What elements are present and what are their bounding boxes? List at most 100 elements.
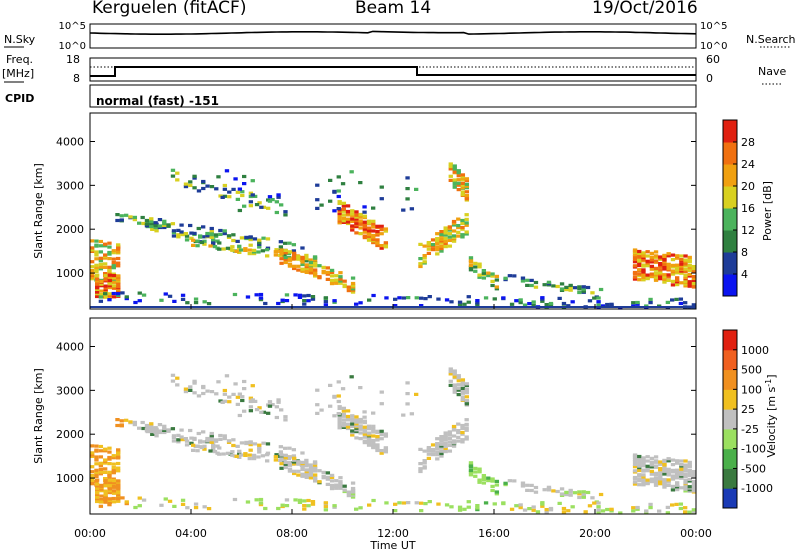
power-cell bbox=[345, 204, 351, 208]
velocity-cell bbox=[641, 462, 646, 467]
velocity-cell bbox=[464, 399, 470, 403]
power-cell bbox=[221, 247, 226, 251]
nave-tick-bottom: 0 bbox=[706, 72, 713, 85]
velocity-cell bbox=[132, 423, 138, 427]
power-cell bbox=[208, 244, 213, 248]
power-cell bbox=[209, 233, 214, 237]
velocity-cell bbox=[447, 440, 453, 444]
velocity-cell bbox=[328, 383, 333, 387]
power-cell bbox=[149, 224, 154, 229]
power-cell bbox=[332, 189, 337, 193]
velocity-cell bbox=[279, 408, 284, 412]
velocity-cell bbox=[645, 478, 650, 482]
velocity-cell bbox=[162, 424, 167, 428]
power-cell bbox=[514, 299, 519, 303]
velocity-cell bbox=[90, 470, 95, 474]
velocity-cell bbox=[473, 466, 478, 470]
velocity-cell bbox=[637, 460, 642, 464]
velocity-cell bbox=[90, 478, 95, 482]
velocity-cell bbox=[304, 458, 309, 462]
power-cell bbox=[336, 189, 341, 193]
velocity-cell bbox=[379, 437, 384, 441]
power-cell bbox=[222, 194, 228, 198]
velocity-cell bbox=[329, 475, 335, 479]
power-cell bbox=[405, 187, 410, 191]
power-cell bbox=[191, 238, 196, 242]
power-cell bbox=[691, 276, 697, 280]
velocity-cell bbox=[507, 479, 513, 483]
velocity-cell bbox=[666, 480, 671, 484]
colorbar-tick-label: 16 bbox=[741, 202, 755, 215]
velocity-cell bbox=[598, 492, 604, 497]
power-cell bbox=[683, 282, 688, 286]
noise-right-label: N.Search bbox=[746, 33, 796, 46]
velocity-cell bbox=[464, 428, 469, 432]
velocity-cell bbox=[162, 428, 167, 432]
velocity-cell bbox=[167, 499, 173, 503]
velocity-cell bbox=[637, 456, 642, 461]
power-cell bbox=[323, 296, 329, 300]
velocity-cell bbox=[581, 492, 586, 496]
velocity-cell bbox=[670, 458, 676, 462]
velocity-cell bbox=[103, 500, 108, 504]
velocity-cell bbox=[447, 432, 453, 436]
velocity-cell bbox=[341, 409, 347, 413]
velocity-cell bbox=[405, 392, 410, 396]
velocity-cell bbox=[544, 510, 549, 514]
velocity-y-axis-label: Slant Range [km] bbox=[32, 368, 45, 464]
velocity-cell bbox=[115, 418, 120, 422]
power-cell bbox=[149, 219, 154, 224]
power-cell bbox=[111, 249, 116, 253]
velocity-cell bbox=[460, 430, 465, 435]
velocity-cell bbox=[137, 426, 142, 430]
velocity-cell bbox=[99, 498, 104, 502]
velocity-cell bbox=[107, 462, 112, 466]
velocity-cell bbox=[362, 428, 368, 432]
power-cell bbox=[566, 304, 571, 308]
power-cell bbox=[283, 248, 288, 252]
velocity-cell bbox=[436, 502, 441, 506]
velocity-cell bbox=[375, 443, 380, 447]
velocity-cell bbox=[302, 504, 307, 508]
velocity-cell bbox=[644, 509, 649, 513]
velocity-cell bbox=[666, 467, 671, 471]
velocity-cell bbox=[193, 502, 199, 506]
velocity-cell bbox=[338, 476, 343, 480]
power-cell bbox=[137, 291, 142, 295]
power-cell bbox=[658, 265, 663, 269]
velocity-cell bbox=[94, 448, 99, 452]
velocity-cell bbox=[196, 394, 202, 398]
power-cell bbox=[477, 275, 482, 279]
power-cell bbox=[185, 301, 190, 305]
velocity-cell bbox=[362, 435, 368, 439]
velocity-cell bbox=[111, 454, 116, 458]
velocity-cell bbox=[468, 473, 474, 477]
power-cell bbox=[518, 301, 523, 305]
velocity-cell bbox=[674, 502, 679, 506]
velocity-cell bbox=[98, 470, 104, 474]
velocity-cell bbox=[426, 456, 432, 460]
power-cell bbox=[238, 248, 244, 252]
power-cell bbox=[366, 219, 372, 223]
velocity-cell bbox=[418, 467, 423, 471]
velocity-cell bbox=[583, 510, 588, 514]
velocity-cell bbox=[559, 492, 565, 496]
velocity-cell bbox=[675, 476, 680, 480]
power-cell bbox=[94, 269, 99, 274]
velocity-cell bbox=[456, 379, 461, 383]
power-cell bbox=[679, 254, 684, 258]
velocity-cell bbox=[313, 469, 318, 473]
power-cell bbox=[468, 260, 474, 264]
power-cell bbox=[653, 259, 659, 263]
colorbar-tick-label: 8 bbox=[741, 246, 748, 259]
colorbar-swatch bbox=[723, 164, 737, 187]
power-cell bbox=[99, 289, 104, 293]
velocity-cell bbox=[292, 458, 297, 462]
velocity-cell bbox=[514, 504, 519, 508]
colorbar-swatch bbox=[723, 186, 737, 209]
power-cell bbox=[116, 278, 121, 282]
velocity-cell bbox=[259, 410, 264, 414]
power-cell bbox=[176, 233, 181, 237]
velocity-cell bbox=[464, 382, 470, 386]
power-cell bbox=[477, 265, 482, 269]
